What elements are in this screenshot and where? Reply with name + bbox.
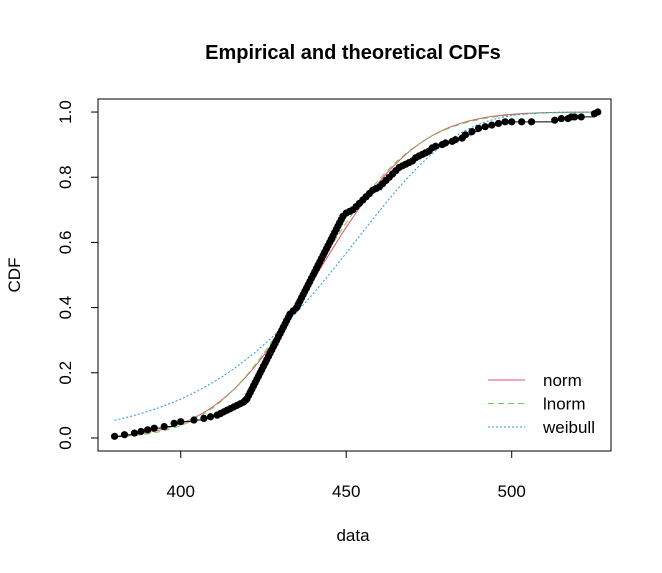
empirical-point xyxy=(570,113,579,121)
empirical-point xyxy=(190,416,198,424)
x-tick-label: 450 xyxy=(332,482,360,501)
empirical-point xyxy=(488,121,496,129)
y-tick-label: 0.8 xyxy=(56,165,75,189)
empirical-point xyxy=(475,124,483,132)
legend-label-lnorm: lnorm xyxy=(543,395,586,414)
x-tick-label: 400 xyxy=(167,482,195,501)
y-tick-label: 0.2 xyxy=(56,361,75,385)
y-axis: 0.0 0.2 0.4 0.6 0.8 1.0 xyxy=(56,100,99,450)
empirical-point xyxy=(431,142,440,150)
legend: norm lnorm weibull xyxy=(488,371,595,437)
empirical-point xyxy=(594,108,602,116)
empirical-point xyxy=(557,114,565,123)
x-axis-label: data xyxy=(336,526,370,545)
legend-label-weibull: weibull xyxy=(542,418,595,437)
empirical-point xyxy=(527,118,536,126)
legend-label-norm: norm xyxy=(543,371,582,390)
theoretical-curves xyxy=(114,111,598,438)
empirical-point xyxy=(144,426,152,434)
empirical-step-line xyxy=(114,112,599,437)
x-axis: 400 450 500 xyxy=(167,450,526,501)
empirical-point xyxy=(177,418,185,426)
empirical-point xyxy=(468,127,476,136)
empirical-point xyxy=(206,413,215,421)
empirical-point xyxy=(170,419,178,427)
y-tick-label: 1.0 xyxy=(56,100,75,124)
chart-title: Empirical and theoretical CDFs xyxy=(205,42,501,64)
y-axis-label: CDF xyxy=(5,258,24,293)
series-line-weibull xyxy=(114,111,598,421)
empirical-point xyxy=(518,118,526,126)
empirical-point xyxy=(461,131,469,139)
empirical-point xyxy=(200,414,208,423)
x-tick-label: 500 xyxy=(498,482,526,501)
plot-frame xyxy=(97,98,612,452)
empirical-point xyxy=(577,113,585,121)
series-line-norm xyxy=(114,111,598,437)
empirical-point xyxy=(137,427,145,436)
empirical-point xyxy=(160,422,168,431)
empirical-point xyxy=(481,123,489,131)
empirical-point xyxy=(451,136,460,144)
empirical-point xyxy=(494,119,503,128)
series-line-lnorm xyxy=(114,111,598,438)
y-tick-label: 0.0 xyxy=(56,426,75,450)
empirical-point xyxy=(501,118,509,126)
empirical-point xyxy=(110,432,119,440)
empirical-point xyxy=(441,139,450,147)
y-tick-label: 0.6 xyxy=(56,231,75,255)
empirical-point xyxy=(508,118,516,126)
empirical-point xyxy=(551,116,559,124)
empirical-point xyxy=(120,431,129,439)
empirical-point xyxy=(130,429,139,437)
y-tick-label: 0.4 xyxy=(56,296,75,320)
empirical-point xyxy=(150,424,158,432)
empirical-cdf xyxy=(110,108,602,440)
